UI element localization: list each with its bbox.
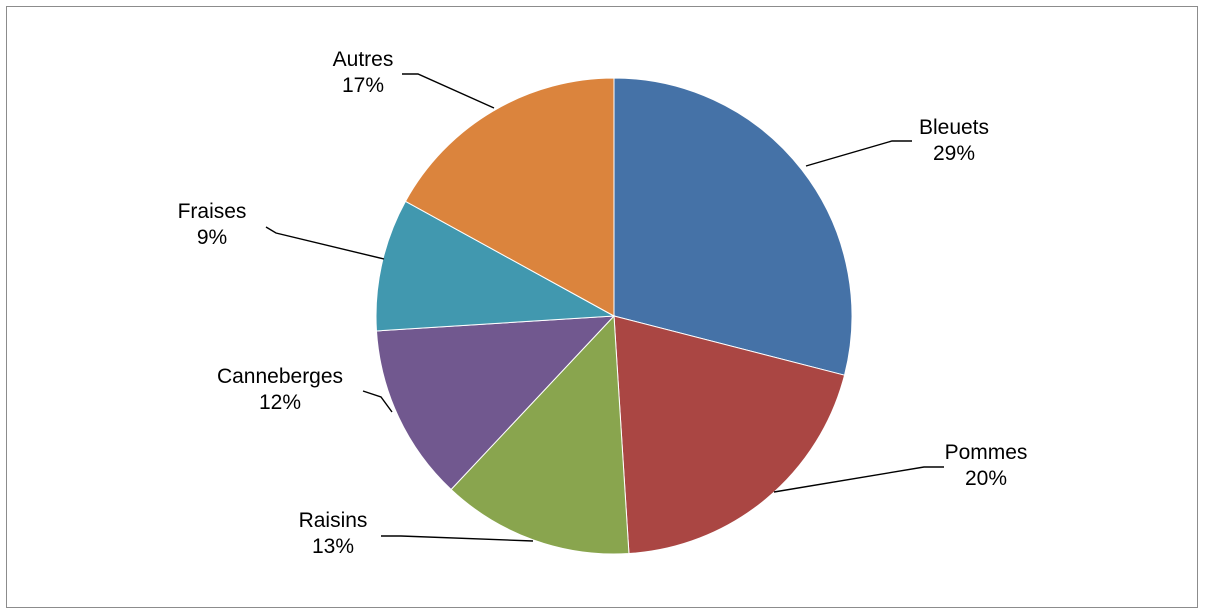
data-label-value-bleuets: 29% — [933, 142, 975, 165]
leader-line-raisins — [381, 535, 534, 542]
pie-slice-bleuets — [613, 77, 853, 376]
data-label-value-canneberges: 12% — [259, 391, 301, 414]
leader-line-autres — [402, 73, 495, 109]
data-label-category-autres: Autres — [333, 48, 394, 71]
pie-slice-autres — [404, 77, 615, 317]
leader-lines — [265, 73, 944, 542]
leader-line-fraises — [265, 226, 385, 260]
pie-slice-raisins — [450, 314, 630, 555]
pie-slice-fraises — [375, 200, 616, 332]
leader-line-bleuets — [805, 140, 912, 167]
data-label-category-bleuets: Bleuets — [919, 116, 989, 139]
leader-line-pommes — [773, 466, 944, 493]
data-label-value-fraises: 9% — [197, 226, 227, 249]
data-label-category-canneberges: Canneberges — [217, 365, 343, 388]
data-label-value-raisins: 13% — [312, 535, 354, 558]
leader-line-canneberges — [362, 390, 393, 413]
data-label-value-pommes: 20% — [965, 467, 1007, 490]
data-label-category-pommes: Pommes — [945, 441, 1028, 464]
data-label-category-fraises: Fraises — [178, 200, 247, 223]
data-labels: Bleuets 29% Pommes 20% Raisins 13% Canneberges… — [178, 48, 1028, 558]
data-label-value-autres: 17% — [342, 74, 384, 97]
pie-slice-pommes — [613, 315, 846, 555]
pie-slice-canneberges — [375, 315, 616, 491]
pie-slices — [375, 77, 853, 555]
data-label-category-raisins: Raisins — [299, 509, 368, 532]
